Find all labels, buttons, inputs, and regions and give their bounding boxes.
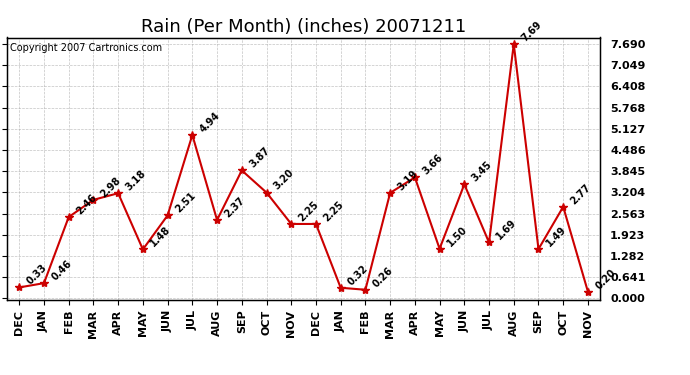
Text: 3.18: 3.18 xyxy=(124,168,148,192)
Text: 2.46: 2.46 xyxy=(75,192,98,216)
Text: 0.33: 0.33 xyxy=(25,262,49,286)
Text: 3.66: 3.66 xyxy=(420,153,444,177)
Text: 2.77: 2.77 xyxy=(569,182,593,206)
Text: 1.50: 1.50 xyxy=(445,224,469,248)
Text: 2.98: 2.98 xyxy=(99,175,123,199)
Text: 3.20: 3.20 xyxy=(272,168,296,192)
Text: 0.32: 0.32 xyxy=(346,263,371,287)
Text: 1.69: 1.69 xyxy=(495,217,519,242)
Text: Copyright 2007 Cartronics.com: Copyright 2007 Cartronics.com xyxy=(10,43,162,53)
Text: 2.51: 2.51 xyxy=(173,190,197,214)
Text: 3.45: 3.45 xyxy=(470,159,494,183)
Title: Rain (Per Month) (inches) 20071211: Rain (Per Month) (inches) 20071211 xyxy=(141,18,466,36)
Text: 3.19: 3.19 xyxy=(395,168,420,192)
Text: 7.69: 7.69 xyxy=(520,19,543,44)
Text: 2.25: 2.25 xyxy=(322,199,346,223)
Text: 0.46: 0.46 xyxy=(50,258,74,282)
Text: 3.87: 3.87 xyxy=(247,146,271,170)
Text: 1.49: 1.49 xyxy=(544,224,568,248)
Text: 1.48: 1.48 xyxy=(148,225,172,249)
Text: 2.25: 2.25 xyxy=(297,199,321,223)
Text: 2.37: 2.37 xyxy=(223,195,246,219)
Text: 0.20: 0.20 xyxy=(593,267,618,291)
Text: 0.26: 0.26 xyxy=(371,265,395,289)
Text: 4.94: 4.94 xyxy=(198,110,222,134)
